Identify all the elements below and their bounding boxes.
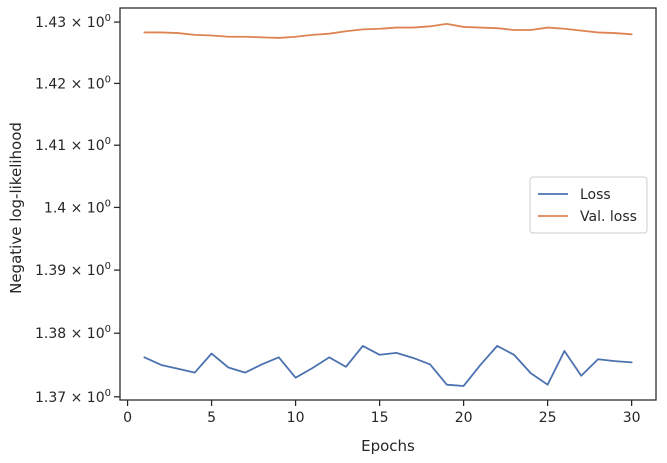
x-tick-label: 5: [207, 410, 216, 426]
series-layer: [143, 22, 633, 387]
y-tick-label: 1.39 × 100: [35, 261, 111, 279]
legend-box: [529, 176, 648, 234]
y-axis-label: Negative log-likelihood: [7, 122, 25, 294]
legend-label-loss: Loss: [580, 187, 611, 203]
x-tick-label: 15: [371, 410, 389, 426]
series-line-1: [143, 22, 633, 39]
y-tick-label: 1.38 × 100: [35, 324, 111, 342]
legend: Loss Val. loss: [529, 176, 648, 234]
y-tick-label: 1.42 × 100: [35, 74, 111, 92]
plot-frame: [119, 7, 657, 401]
y-tick-label: 1.37 × 100: [35, 388, 111, 406]
x-tick-label: 30: [623, 410, 641, 426]
x-tick-label: 0: [123, 410, 132, 426]
y-tick-label: 1.4 × 100: [44, 198, 111, 216]
x-tick-label: 25: [539, 410, 557, 426]
x-axis-label: Epochs: [361, 437, 415, 455]
y-tick-label: 1.43 × 100: [35, 13, 111, 31]
legend-label-val-loss: Val. loss: [580, 209, 637, 225]
y-tick-label: 1.41 × 100: [35, 136, 111, 154]
series-line-0: [143, 344, 633, 387]
ticks-layer: 0 5 10 15 20 25 30 1.37 × 100 1.38 × 100 1.39 × 1…: [35, 13, 641, 426]
x-tick-label: 20: [455, 410, 473, 426]
x-tick-label: 10: [287, 410, 305, 426]
